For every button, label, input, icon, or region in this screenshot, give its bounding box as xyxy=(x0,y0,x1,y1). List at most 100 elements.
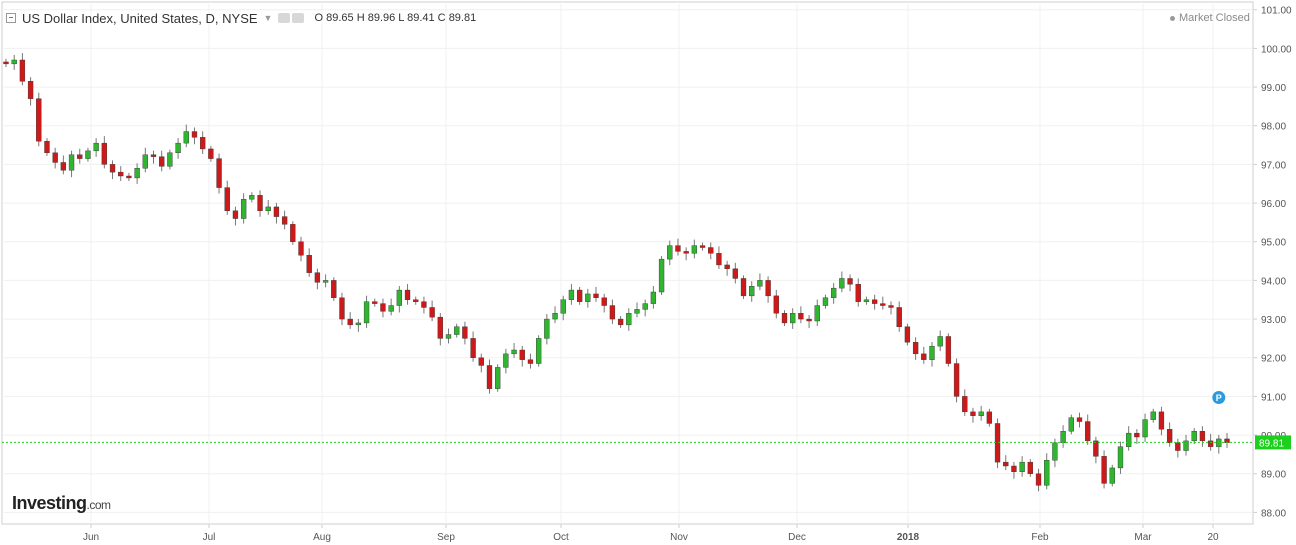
candle-body xyxy=(593,293,599,298)
candle-body xyxy=(347,318,353,326)
candle-body xyxy=(3,61,9,65)
y-tick-label: 100.00 xyxy=(1261,44,1292,55)
candle-body xyxy=(945,336,952,364)
candle-body xyxy=(380,303,386,312)
candle-body xyxy=(1027,461,1033,474)
candle-body xyxy=(560,299,566,314)
candle-body xyxy=(404,289,411,300)
candle-body xyxy=(11,59,17,65)
candle-body xyxy=(724,264,730,269)
candle-body xyxy=(331,280,337,298)
ohlc-readout: O 89.65 H 89.96 L 89.41 C 89.81 xyxy=(314,12,477,24)
candle-body xyxy=(667,245,673,260)
y-tick-label: 95.00 xyxy=(1261,238,1286,249)
candle-body xyxy=(773,295,779,314)
candle-body xyxy=(790,313,796,324)
candle-body xyxy=(986,411,993,424)
y-tick-label: 99.00 xyxy=(1261,83,1286,94)
x-tick-label: Mar xyxy=(1134,532,1152,543)
candle-body xyxy=(585,293,591,302)
candle-body xyxy=(634,309,640,314)
collapse-icon[interactable] xyxy=(6,13,16,23)
candle-body xyxy=(1142,419,1148,438)
candle-body xyxy=(281,216,288,225)
candle-body xyxy=(765,280,771,297)
candle-body xyxy=(1093,440,1099,457)
candle-body xyxy=(200,137,206,150)
candle-body xyxy=(322,280,329,283)
candle-body xyxy=(1109,467,1115,484)
gear-icon[interactable] xyxy=(292,13,305,23)
candle-body xyxy=(314,272,321,283)
candle-body xyxy=(888,305,894,308)
chevron-down-icon[interactable]: ▼ xyxy=(263,13,273,23)
candle-body xyxy=(1101,456,1107,484)
candle-body xyxy=(175,142,181,153)
candle-body xyxy=(134,168,140,179)
candle-body xyxy=(93,142,99,152)
candle-body xyxy=(1183,440,1189,451)
y-tick-label: 94.00 xyxy=(1261,276,1286,287)
candle-body xyxy=(921,353,927,360)
candle-body xyxy=(535,338,542,364)
eye-icon[interactable] xyxy=(278,13,291,23)
candle-body xyxy=(568,289,575,300)
candle-body xyxy=(1134,432,1140,438)
candle-body xyxy=(159,156,165,167)
candle-body xyxy=(495,367,501,389)
candle-body xyxy=(658,258,665,293)
candle-body xyxy=(650,291,657,304)
candle-body xyxy=(749,286,755,297)
candle-body xyxy=(503,353,509,368)
candle-body xyxy=(699,245,706,248)
candle-body xyxy=(1019,461,1025,472)
candle-body xyxy=(150,154,157,157)
candle-body xyxy=(429,307,435,318)
chart-title[interactable]: US Dollar Index, United States, D, NYSE xyxy=(22,10,258,26)
candle-body xyxy=(626,313,632,326)
candle-body xyxy=(249,195,255,200)
candle-body xyxy=(601,297,607,306)
candle-body xyxy=(298,241,304,256)
candle-body xyxy=(445,334,452,339)
p-marker-label: P xyxy=(1216,393,1222,403)
candle-body xyxy=(216,158,222,188)
candle-body xyxy=(716,253,722,266)
candle-body xyxy=(1191,431,1197,442)
candle-body xyxy=(937,336,943,347)
candle-body xyxy=(339,297,345,320)
market-status: Market Closed xyxy=(1170,12,1250,24)
candle-body xyxy=(1052,442,1058,461)
candle-body xyxy=(478,357,484,366)
candle-body xyxy=(798,313,804,320)
y-tick-label: 97.00 xyxy=(1261,160,1286,171)
x-tick-label: Sep xyxy=(437,532,455,543)
settings-icons[interactable] xyxy=(278,13,305,23)
x-tick-label: Feb xyxy=(1031,532,1049,543)
candle-body xyxy=(1085,421,1091,442)
candle-body xyxy=(109,164,116,173)
x-tick-label: Jun xyxy=(83,532,99,543)
candle-body xyxy=(609,305,616,320)
candle-body xyxy=(1117,446,1124,469)
candle-body xyxy=(576,289,583,302)
candle-body xyxy=(27,81,34,99)
candle-body xyxy=(273,206,280,217)
candle-body xyxy=(1044,460,1050,486)
candle-body xyxy=(396,289,403,306)
last-price-label: 89.81 xyxy=(1259,438,1284,449)
candle-body xyxy=(118,171,124,177)
candle-body xyxy=(486,365,493,389)
p-marker-icon xyxy=(1212,391,1226,405)
candle-body xyxy=(953,363,960,397)
candle-body xyxy=(1060,431,1066,444)
x-tick-label: Oct xyxy=(553,532,569,543)
candle-body xyxy=(978,411,984,416)
x-tick-label: Nov xyxy=(670,532,688,543)
candle-body xyxy=(1158,411,1165,430)
candle-body xyxy=(290,224,296,242)
y-tick-label: 88.00 xyxy=(1261,508,1286,519)
candle-body xyxy=(830,287,837,298)
candle-body xyxy=(388,305,394,312)
